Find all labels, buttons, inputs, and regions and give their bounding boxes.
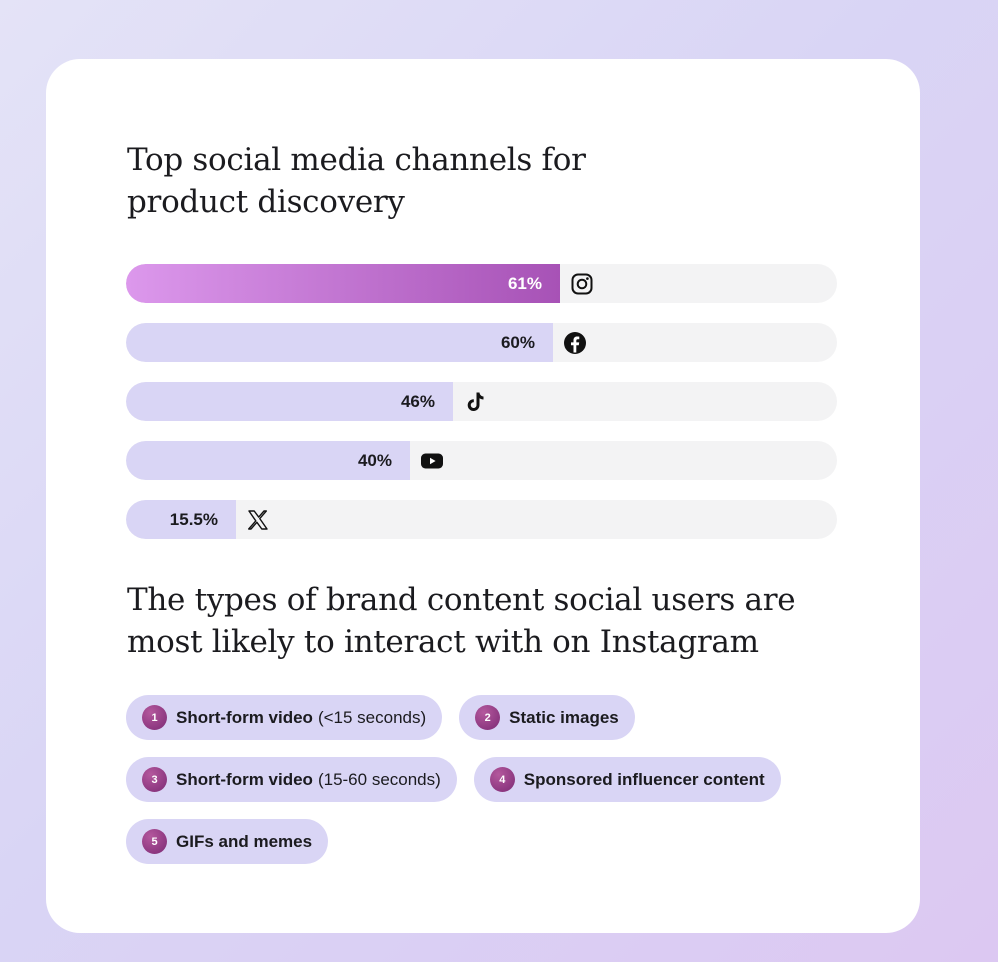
pill-label: Short-form video bbox=[176, 769, 313, 789]
rank-badge: 1 bbox=[142, 705, 167, 730]
content-type-pill-4: 4 Sponsored influencer content bbox=[473, 757, 781, 802]
content-types-title: The types of brand content social users … bbox=[127, 579, 796, 663]
instagram-icon bbox=[570, 272, 594, 296]
bar-row-tiktok: 46% bbox=[126, 382, 837, 421]
pill-label: Static images bbox=[509, 707, 619, 727]
bar-value-label: 61% bbox=[507, 274, 542, 293]
pill-note: (<15 seconds) bbox=[317, 707, 427, 727]
rank-badge: 4 bbox=[489, 767, 515, 792]
facebook-icon bbox=[563, 331, 587, 355]
bar-value-label: 40% bbox=[357, 451, 392, 470]
chart-title-line-2: product discovery bbox=[127, 184, 405, 220]
content-type-pill-2: 2 Static images bbox=[459, 695, 635, 740]
bar-row-instagram: 61% bbox=[126, 264, 837, 303]
pill-row: 1 Short-form video (<15 seconds) 2 Stati… bbox=[126, 695, 846, 740]
content-type-pill-5: 5 GIFs and memes bbox=[126, 819, 329, 864]
pill-row: 5 GIFs and memes bbox=[126, 819, 846, 864]
chart-title-line-1: Top social media channels for bbox=[127, 142, 586, 178]
content-type-pill-3: 3 Short-form video (15-60 seconds) bbox=[126, 757, 457, 802]
bar-row-x: 15.5% bbox=[126, 500, 837, 539]
rank-badge: 5 bbox=[142, 829, 167, 854]
bar-row-youtube: 40% bbox=[126, 441, 837, 480]
bar-value-label: 60% bbox=[500, 333, 535, 352]
content-types-list: 1 Short-form video (<15 seconds) 2 Stati… bbox=[126, 695, 846, 881]
pill-note: (15-60 seconds) bbox=[317, 769, 441, 789]
content-title-line-2: most likely to interact with on Instagra… bbox=[127, 624, 759, 660]
rank-badge: 2 bbox=[475, 705, 501, 730]
pill-row: 3 Short-form video (15-60 seconds) 4 Spo… bbox=[126, 757, 846, 802]
content-type-pill-1: 1 Short-form video (<15 seconds) bbox=[126, 695, 443, 740]
bar bbox=[126, 441, 410, 480]
pill-label: Sponsored influencer content bbox=[523, 769, 765, 789]
bar bbox=[126, 264, 560, 303]
tiktok-icon bbox=[463, 390, 487, 414]
x-icon bbox=[246, 508, 270, 532]
bar-row-facebook: 60% bbox=[126, 323, 837, 362]
bar-chart: 61% 60% 46% 40% 15.5% bbox=[126, 264, 837, 559]
chart-title: Top social media channels for product di… bbox=[127, 139, 586, 223]
pill-label: GIFs and memes bbox=[176, 831, 313, 851]
content-title-line-1: The types of brand content social users … bbox=[127, 582, 796, 618]
bar bbox=[126, 323, 553, 362]
card: Top social media channels for product di… bbox=[46, 59, 920, 933]
bar-value-label: 46% bbox=[400, 392, 435, 411]
bar bbox=[126, 500, 236, 539]
bar-value-label: 15.5% bbox=[169, 510, 218, 529]
bar bbox=[126, 382, 453, 421]
pill-label: Short-form video bbox=[176, 707, 313, 727]
rank-badge: 3 bbox=[142, 767, 167, 792]
youtube-icon bbox=[420, 449, 444, 473]
